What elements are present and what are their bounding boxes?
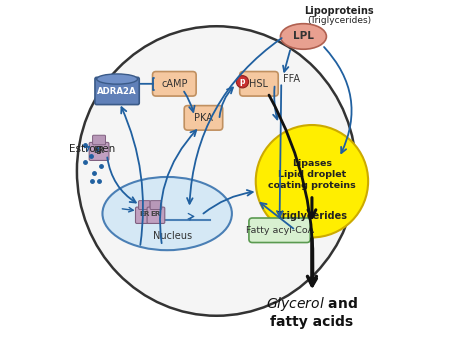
FancyBboxPatch shape	[95, 77, 139, 105]
Ellipse shape	[281, 24, 327, 49]
FancyBboxPatch shape	[136, 207, 153, 223]
Text: ER: ER	[139, 211, 149, 217]
FancyBboxPatch shape	[147, 207, 165, 223]
Text: Estrogen: Estrogen	[69, 144, 116, 154]
FancyBboxPatch shape	[138, 201, 150, 210]
Text: Lipases
Lipid droplet
coating proteins: Lipases Lipid droplet coating proteins	[268, 159, 356, 190]
Text: Lipoproteins: Lipoproteins	[304, 6, 374, 16]
FancyBboxPatch shape	[240, 71, 278, 96]
FancyBboxPatch shape	[153, 71, 196, 96]
FancyBboxPatch shape	[150, 201, 162, 210]
FancyBboxPatch shape	[249, 218, 310, 242]
Text: (Triglycerides): (Triglycerides)	[307, 16, 371, 25]
Circle shape	[256, 125, 368, 237]
Ellipse shape	[77, 26, 356, 316]
Text: FFA: FFA	[283, 74, 300, 84]
Text: HSL: HSL	[249, 79, 268, 89]
Text: $\mathit{Glycerol}$ and
fatty acids: $\mathit{Glycerol}$ and fatty acids	[266, 295, 358, 329]
Text: Nucleus: Nucleus	[153, 231, 192, 241]
Text: ER: ER	[93, 146, 105, 155]
Ellipse shape	[97, 74, 137, 84]
Circle shape	[237, 76, 248, 88]
Ellipse shape	[102, 177, 232, 250]
Text: ADRA2A: ADRA2A	[97, 88, 137, 96]
Text: Fatty acyl-CoA: Fatty acyl-CoA	[246, 226, 314, 235]
FancyBboxPatch shape	[184, 106, 223, 130]
Text: Triglycerides: Triglycerides	[276, 211, 347, 221]
FancyBboxPatch shape	[92, 135, 106, 145]
Text: p: p	[240, 77, 245, 86]
Text: ER: ER	[151, 211, 161, 217]
Text: PKA: PKA	[194, 113, 213, 123]
Text: LPL: LPL	[293, 31, 314, 41]
Text: cAMP: cAMP	[161, 79, 188, 89]
FancyBboxPatch shape	[89, 142, 109, 160]
